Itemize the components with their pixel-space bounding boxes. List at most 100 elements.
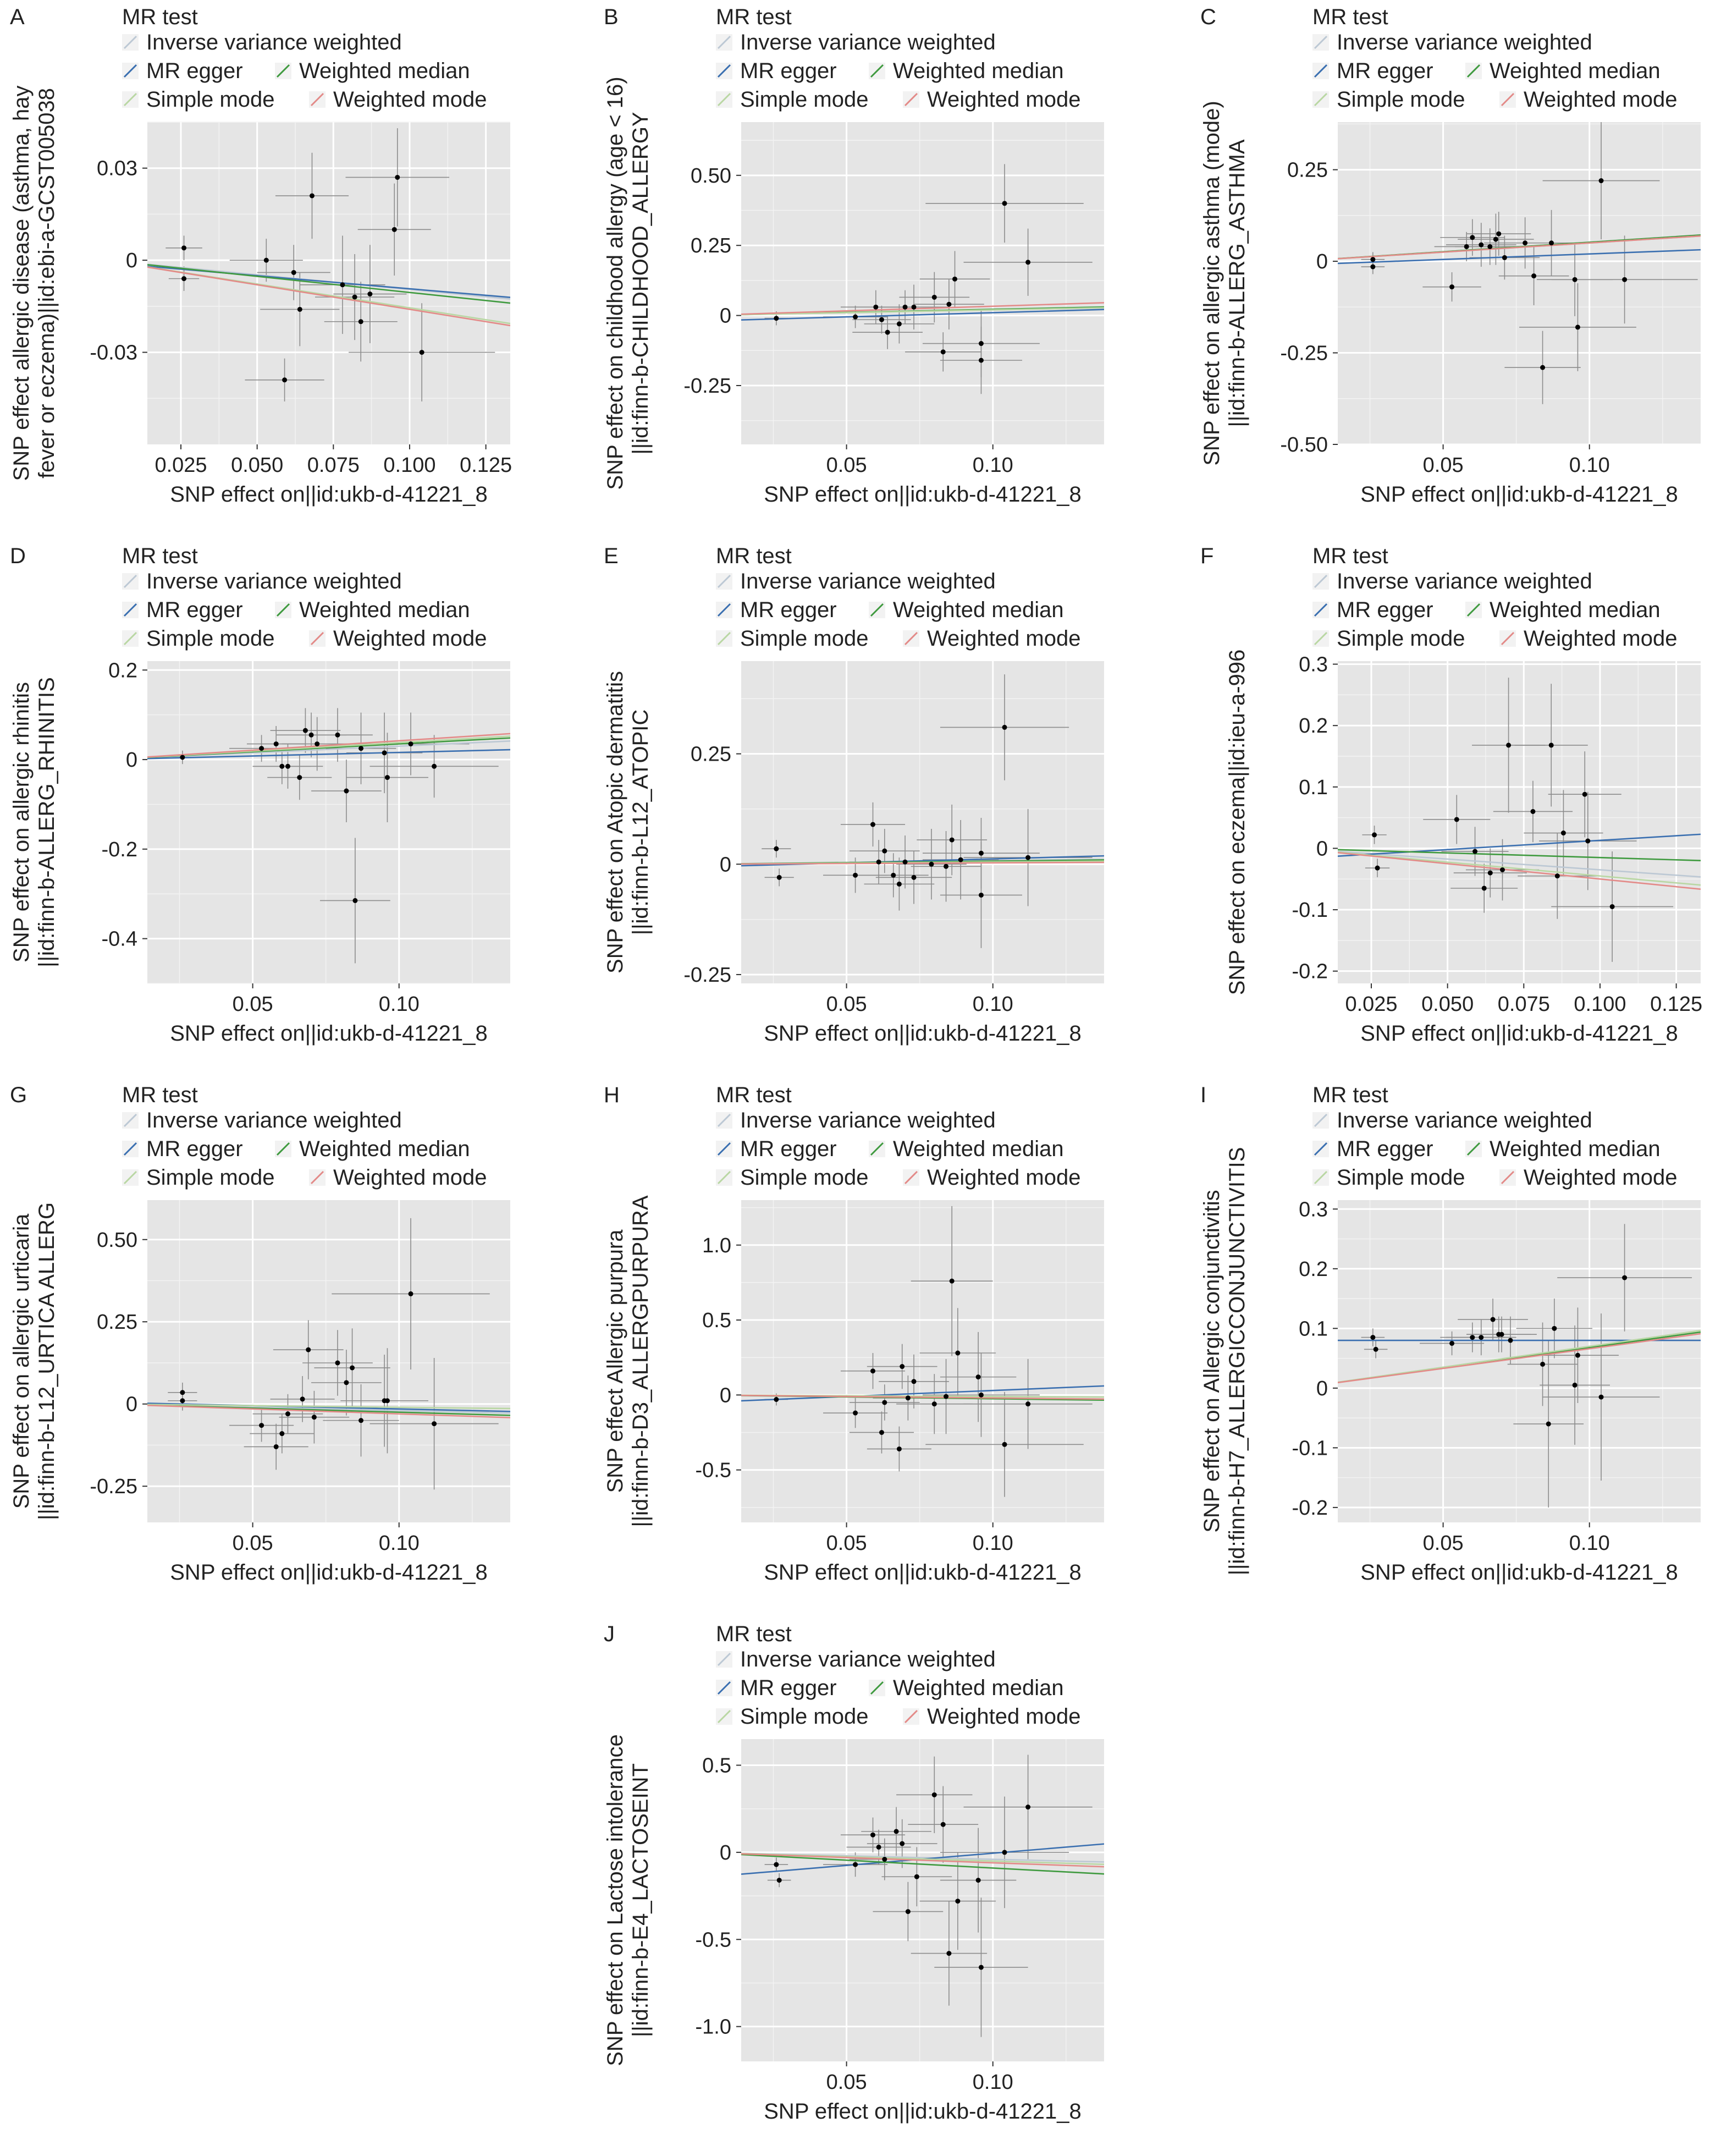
data-point [944,1394,949,1399]
data-point [882,1857,887,1862]
data-point [367,292,373,297]
data-point [291,270,296,275]
panel-c: C MR test Inverse variance weighted MR egge… [1190,0,1732,539]
y-tick-label: -0.50 [1280,433,1328,457]
regression-line-mr-egger [147,749,510,760]
regression-line-weighted-mode [741,1394,1104,1400]
data-point [896,881,902,887]
x-axis-title: SNP effect on||id:ukb-d-41221_8 [170,482,487,507]
x-tick-label: 0.10 [1569,1532,1610,1555]
panel-letter: J [604,1622,615,1646]
x-axis-title: SNP effect on||id:ukb-d-41221_8 [764,482,1081,507]
regression-line-simple-mode [147,1404,510,1410]
y-tick-label: 0.1 [1299,1317,1328,1340]
data-point [350,1365,355,1371]
legend-key-line [276,1142,290,1156]
x-tick-label: 0.075 [307,454,360,477]
x-axis-title: SNP effect on||id:ukb-d-41221_8 [170,1560,487,1585]
data-point [408,1291,413,1296]
data-point [1370,257,1376,262]
plot-background [1338,1200,1701,1522]
data-point [352,294,357,300]
data-point [975,1374,981,1380]
plot-area [147,128,510,402]
data-point [1502,255,1507,260]
data-point [1002,1850,1007,1855]
data-point [774,1397,779,1402]
plot-area [147,708,510,964]
regression-line-mr-egger [1338,249,1701,265]
y-axis-title: ||id:finn-b-ALLERG_RHINITIS [35,677,59,967]
regression-line-inverse-variance-weighted [1338,850,1701,878]
legend-key-line [717,35,731,50]
legend-label: Weighted median [893,1137,1064,1161]
x-tick-label: 0.05 [826,2071,867,2094]
data-point [1560,831,1566,836]
data-point [776,1878,782,1883]
legend-key-line [717,1170,731,1185]
data-point [911,875,917,880]
data-point [978,358,984,363]
plot-background [147,1200,510,1522]
regression-line-weighted-mode [741,861,1104,865]
legend-key-line [717,1142,731,1156]
plot-area [741,674,1104,948]
legend-label: Weighted median [1490,59,1661,83]
data-point [978,1965,984,1970]
data-point [1370,264,1376,270]
legend-label: Inverse variance weighted [740,1108,996,1132]
regression-line-mr-egger [741,1385,1104,1402]
data-point [893,1829,899,1834]
data-point [882,848,887,854]
y-tick-label: 0.25 [691,234,731,257]
legend-label: Weighted mode [1524,1165,1677,1190]
regression-line-inverse-variance-weighted [147,740,510,758]
data-point [978,892,984,898]
y-tick-label: 0.1 [1299,776,1328,799]
data-point [946,301,952,307]
plot-area [741,1755,1104,2037]
legend-title: MR test [1312,1083,1388,1107]
legend-label: MR egger [740,598,837,622]
data-point [344,1380,349,1385]
y-tick-label: -0.2 [1292,1497,1328,1520]
x-tick-label: 0.05 [1423,1532,1464,1555]
data-point [180,755,185,760]
legend-label: Simple mode [740,1165,868,1190]
y-tick-label: 0 [720,1384,731,1407]
data-point [358,1418,364,1423]
legend-title: MR test [1312,5,1388,29]
y-axis-title: SNP effect on allergic asthma (mode) [1200,101,1224,465]
data-point [911,304,917,310]
y-axis-title: SNP effect on Lactose intolerance [603,1734,627,2066]
panel-letter: B [604,5,619,29]
legend-label: Simple mode [1337,87,1465,112]
data-point [1530,809,1536,814]
data-point [1598,178,1604,184]
x-tick-label: 0.075 [1498,993,1550,1016]
legend-label: Weighted median [893,59,1064,83]
legend-label: Weighted median [1490,598,1661,622]
plot-area [147,1218,510,1490]
data-point [853,872,858,878]
data-point [259,1423,264,1428]
data-point [946,1951,952,1956]
data-point [876,859,881,865]
legend-key-line [1501,92,1515,107]
data-point [358,319,363,324]
panel-letter: H [604,1083,620,1107]
legend-label: Inverse variance weighted [1337,1108,1592,1132]
regression-line-mr-egger [741,309,1104,321]
data-point [879,317,884,322]
legend-label: MR egger [1337,1137,1433,1161]
data-point [181,276,187,282]
legend-title: MR test [716,5,792,29]
data-point [1572,1382,1577,1388]
data-point [1531,273,1537,279]
panel-letter: G [10,1083,27,1107]
y-tick-label: 0 [126,1393,137,1416]
legend-label: Weighted mode [927,626,1080,651]
